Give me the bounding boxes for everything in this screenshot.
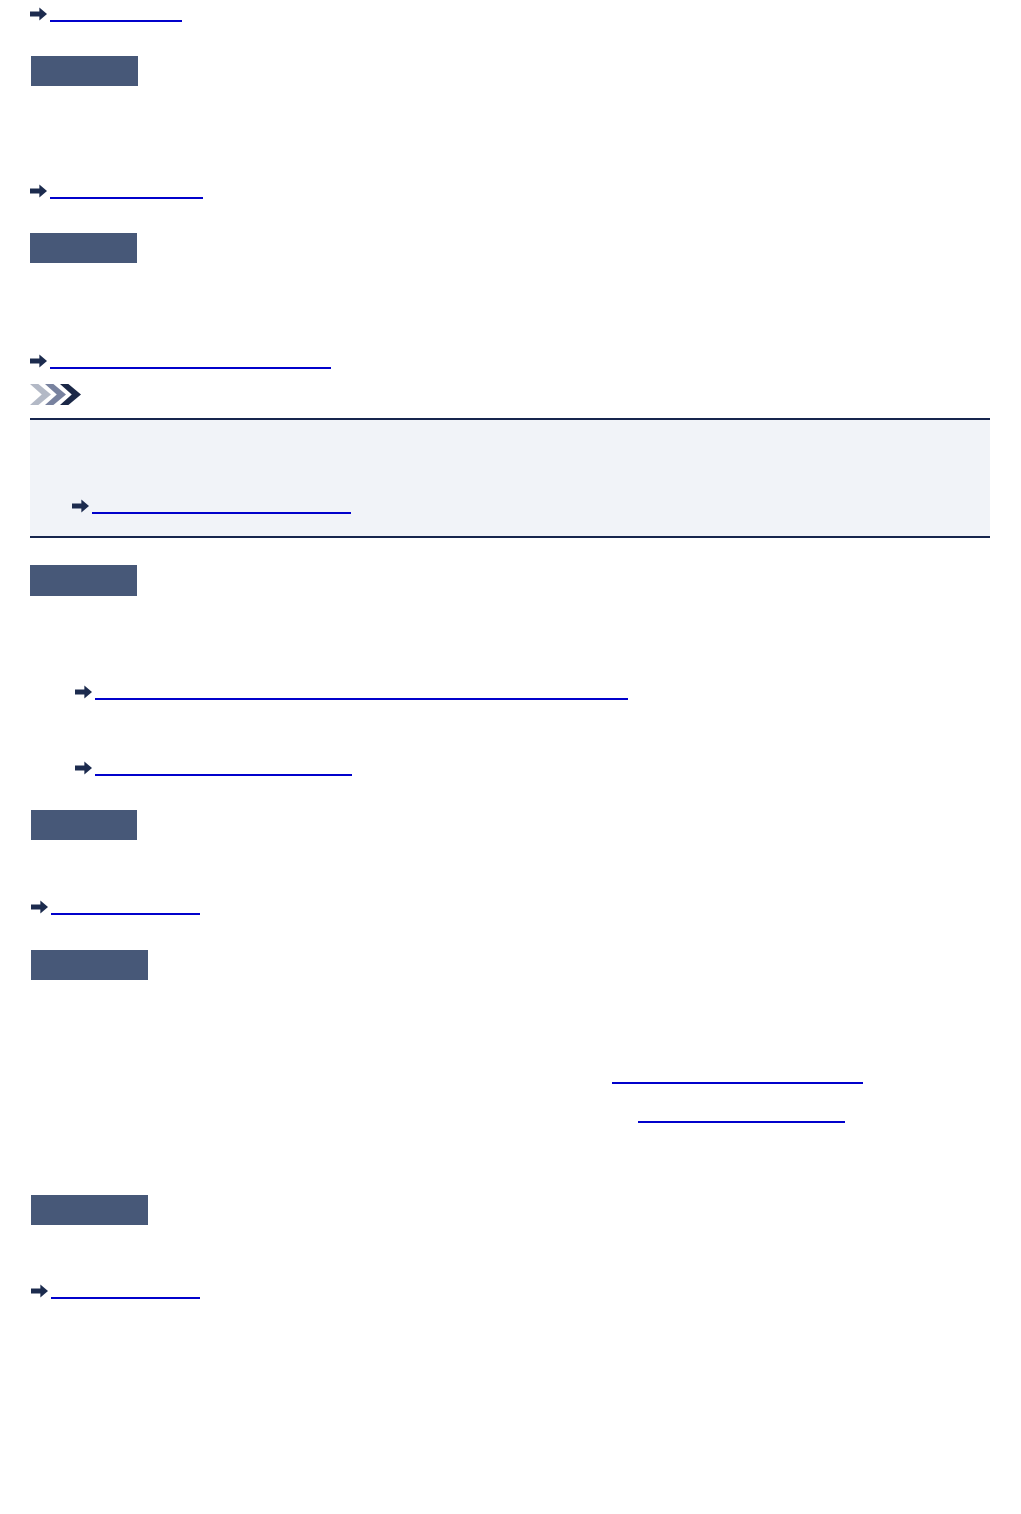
check-button-3[interactable]: [30, 565, 137, 596]
inline-link-2[interactable]: [638, 1109, 845, 1123]
nav-link-1[interactable]: [30, 7, 182, 22]
arrow-right-icon: [30, 354, 47, 368]
note-box: [30, 418, 990, 538]
sub-link-1-underline[interactable]: [95, 685, 628, 700]
check-button-1[interactable]: [31, 56, 138, 86]
sub-link-2[interactable]: [75, 761, 352, 776]
nav-link-5[interactable]: [31, 1284, 200, 1299]
nav-link-4-underline[interactable]: [51, 900, 200, 915]
nav-link-1-underline[interactable]: [50, 7, 182, 22]
sub-link-2-underline[interactable]: [95, 761, 352, 776]
check-button-2[interactable]: [30, 233, 137, 263]
arrow-right-icon: [30, 184, 47, 198]
nav-link-4[interactable]: [31, 900, 200, 915]
nav-link-5-underline[interactable]: [51, 1284, 200, 1299]
check-button-6[interactable]: [31, 1195, 148, 1225]
arrow-right-icon: [75, 761, 92, 775]
note-icon: [30, 384, 81, 405]
arrow-right-icon: [31, 1284, 48, 1298]
inline-link-1[interactable]: [612, 1070, 863, 1084]
check-button-5[interactable]: [31, 950, 148, 980]
arrow-right-icon: [30, 7, 47, 21]
arrow-right-icon: [72, 499, 89, 513]
sub-link-1[interactable]: [75, 685, 628, 700]
arrow-right-icon: [31, 900, 48, 914]
check-button-4[interactable]: [31, 810, 137, 840]
nav-link-2-underline[interactable]: [50, 184, 203, 199]
nav-link-3[interactable]: [30, 354, 331, 369]
note-box-link-underline[interactable]: [92, 499, 351, 514]
nav-link-2[interactable]: [30, 184, 203, 199]
chevron-light-icon: [30, 384, 51, 405]
arrow-right-icon: [75, 685, 92, 699]
note-box-link[interactable]: [72, 499, 351, 514]
nav-link-3-underline[interactable]: [50, 354, 331, 369]
